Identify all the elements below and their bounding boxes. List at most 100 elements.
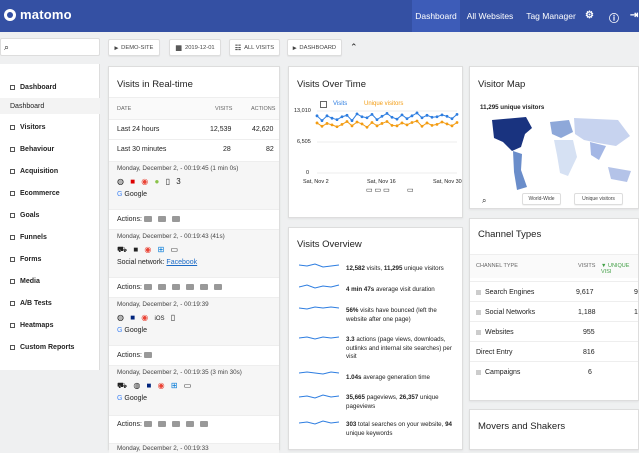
data-point[interactable] xyxy=(375,118,379,122)
folder-icon[interactable] xyxy=(171,216,180,223)
sidebar-item-behaviour[interactable]: Behaviour xyxy=(0,138,100,160)
data-point[interactable] xyxy=(365,116,369,120)
data-point[interactable] xyxy=(340,122,344,126)
sidebar-item-dashboard[interactable]: Dashboard xyxy=(0,76,100,98)
sidebar-item-funnels[interactable]: Funnels xyxy=(0,226,100,248)
data-point[interactable] xyxy=(345,113,349,117)
search-input[interactable]: ⌕ xyxy=(0,38,100,56)
data-point[interactable] xyxy=(455,112,459,116)
data-point[interactable] xyxy=(365,125,369,129)
help-icon[interactable]: ⓘ xyxy=(609,14,619,25)
data-point[interactable] xyxy=(435,122,439,126)
data-point[interactable] xyxy=(410,114,414,118)
data-point[interactable] xyxy=(430,115,434,119)
chart-comment-icon[interactable]: ▭ xyxy=(407,187,414,194)
data-point[interactable] xyxy=(390,115,394,119)
sidebar-item-visitors[interactable]: Visitors xyxy=(0,116,100,138)
data-point[interactable] xyxy=(345,120,349,123)
data-point[interactable] xyxy=(455,121,459,124)
data-point[interactable] xyxy=(445,114,449,118)
sidebar-item-goals[interactable]: Goals xyxy=(0,204,100,226)
nav-tag-manager[interactable]: Tag Manager xyxy=(526,11,576,21)
data-point[interactable] xyxy=(375,124,379,128)
data-point[interactable] xyxy=(330,123,334,127)
data-point[interactable] xyxy=(410,121,414,124)
cart-icon[interactable] xyxy=(185,284,194,291)
sidebar-item-custom-reports[interactable]: Custom Reports xyxy=(0,336,100,358)
data-point[interactable] xyxy=(335,125,339,129)
data-point[interactable] xyxy=(315,114,319,118)
zoom-icon[interactable]: ⌕ xyxy=(482,196,487,205)
data-point[interactable] xyxy=(370,112,374,116)
data-point[interactable] xyxy=(450,124,454,128)
data-point[interactable] xyxy=(370,121,374,124)
data-point[interactable] xyxy=(385,120,389,123)
data-point[interactable] xyxy=(440,120,444,124)
data-point[interactable] xyxy=(320,124,324,128)
data-point[interactable] xyxy=(380,122,384,125)
data-point[interactable] xyxy=(390,123,394,127)
logout-icon[interactable]: ⇥ xyxy=(630,10,639,21)
folder-icon[interactable] xyxy=(171,421,180,428)
folder-icon[interactable] xyxy=(157,421,166,428)
folder-icon[interactable] xyxy=(157,216,166,223)
data-point[interactable] xyxy=(315,121,319,125)
data-point[interactable] xyxy=(400,121,404,125)
folder-icon[interactable] xyxy=(143,284,152,291)
data-point[interactable] xyxy=(420,116,424,120)
data-point[interactable] xyxy=(360,115,364,119)
data-point[interactable] xyxy=(430,123,434,127)
data-point[interactable] xyxy=(355,112,359,116)
data-point[interactable] xyxy=(445,122,449,126)
metric-select[interactable]: Unique visitors xyxy=(574,193,623,205)
data-point[interactable] xyxy=(420,124,424,128)
data-point[interactable] xyxy=(435,115,439,119)
data-point[interactable] xyxy=(415,119,419,123)
data-point[interactable] xyxy=(335,118,339,122)
data-point[interactable] xyxy=(325,114,329,118)
brand-logo[interactable]: matomo xyxy=(4,7,72,22)
data-point[interactable] xyxy=(405,117,409,121)
data-point[interactable] xyxy=(400,113,404,117)
data-point[interactable] xyxy=(405,123,409,127)
data-point[interactable] xyxy=(450,117,454,121)
date-selector[interactable]: ▦ 2019-12-01 xyxy=(169,39,221,56)
data-point[interactable] xyxy=(395,124,399,128)
data-point[interactable] xyxy=(425,113,429,117)
segment-selector[interactable]: ☷ ALL VISITS xyxy=(229,39,280,56)
folder-icon[interactable] xyxy=(199,421,208,428)
data-point[interactable] xyxy=(350,119,354,122)
data-point[interactable] xyxy=(380,114,384,118)
gear-icon[interactable]: ⚙ xyxy=(585,10,594,21)
data-point[interactable] xyxy=(330,116,334,120)
folder-icon[interactable] xyxy=(213,284,222,291)
data-point[interactable] xyxy=(325,122,329,125)
search-icon[interactable] xyxy=(157,284,166,291)
data-point[interactable] xyxy=(440,113,444,117)
data-point[interactable] xyxy=(320,119,324,122)
dashboard-selector[interactable]: ▸ DASHBOARD xyxy=(287,39,342,56)
data-point[interactable] xyxy=(350,124,354,128)
collapse-icon[interactable]: ⌃ xyxy=(350,42,358,52)
sidebar-item-media[interactable]: Media xyxy=(0,270,100,292)
sidebar-item-heatmaps[interactable]: Heatmaps xyxy=(0,314,100,336)
data-point[interactable] xyxy=(355,120,359,124)
data-point[interactable] xyxy=(395,117,399,121)
sidebar-item-ab-tests[interactable]: A/B Tests xyxy=(0,292,100,314)
chart-export-icon[interactable]: ▭ ▭ ▭ xyxy=(366,187,390,194)
folder-icon[interactable] xyxy=(143,421,152,428)
sidebar-item-acquisition[interactable]: Acquisition xyxy=(0,160,100,182)
data-point[interactable] xyxy=(415,111,419,115)
site-selector[interactable]: ▸ DEMO-SITE xyxy=(108,39,160,56)
region-select[interactable]: World-Wide xyxy=(522,193,561,205)
data-point[interactable] xyxy=(425,121,429,125)
nav-all-websites[interactable]: All Websites xyxy=(466,11,514,21)
sidebar-item-forms[interactable]: Forms xyxy=(0,248,100,270)
facebook-link[interactable]: Facebook xyxy=(166,259,198,266)
data-point[interactable] xyxy=(360,122,364,126)
nav-dashboard[interactable]: Dashboard xyxy=(412,0,460,32)
folder-icon[interactable] xyxy=(143,352,152,359)
folder-icon[interactable] xyxy=(143,216,152,223)
chart-settings-icon[interactable] xyxy=(320,101,327,108)
folder-icon[interactable] xyxy=(185,421,194,428)
